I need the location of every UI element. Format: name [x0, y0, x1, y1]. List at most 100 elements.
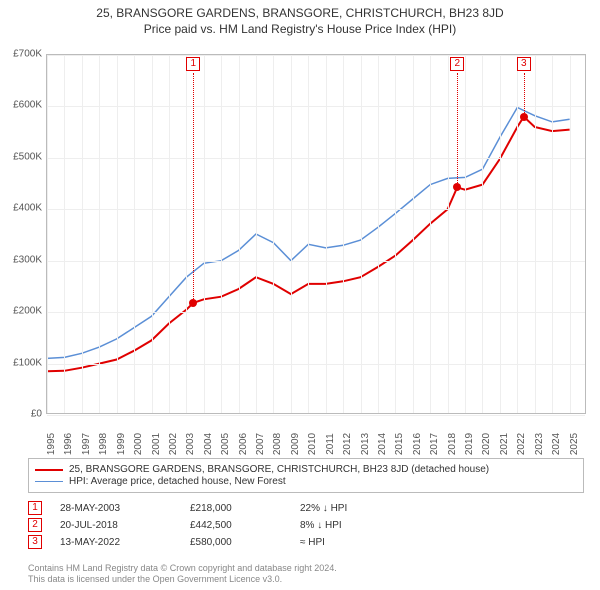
sale-marker-dot [453, 183, 461, 191]
gridline-v [47, 55, 48, 413]
x-tick-label: 2013 [360, 433, 371, 455]
x-tick-label: 2019 [464, 433, 475, 455]
x-tick-label: 1996 [63, 433, 74, 455]
y-axis-labels: £0£100K£200K£300K£400K£500K£600K£700K [0, 54, 44, 414]
sale-marker-dot [189, 299, 197, 307]
x-tick-label: 2010 [307, 433, 318, 455]
y-tick-label: £0 [31, 409, 42, 420]
gridline-v [64, 55, 65, 413]
y-tick-label: £700K [13, 49, 42, 60]
x-tick-label: 2009 [290, 433, 301, 455]
chart-legend: 25, BRANSGORE GARDENS, BRANSGORE, CHRIST… [28, 458, 584, 493]
x-tick-label: 2002 [168, 433, 179, 455]
gridline-v [82, 55, 83, 413]
chart-plot-area: 123 [46, 54, 586, 414]
gridline-h [47, 312, 585, 313]
gridline-v [99, 55, 100, 413]
gridline-v [256, 55, 257, 413]
x-tick-label: 2006 [238, 433, 249, 455]
gridline-v [204, 55, 205, 413]
gridline-h [47, 209, 585, 210]
gridline-v [117, 55, 118, 413]
sale-date: 20-JUL-2018 [60, 520, 190, 531]
gridline-v [343, 55, 344, 413]
x-tick-label: 2004 [203, 433, 214, 455]
legend-row: 25, BRANSGORE GARDENS, BRANSGORE, CHRIST… [35, 464, 577, 475]
x-tick-label: 2017 [429, 433, 440, 455]
sale-marker-number: 2 [450, 57, 464, 71]
sale-hpi-diff: 22% ↓ HPI [300, 503, 430, 514]
sale-price: £580,000 [190, 537, 300, 548]
legend-row: HPI: Average price, detached house, New … [35, 476, 577, 487]
x-tick-label: 1999 [116, 433, 127, 455]
x-tick-label: 2003 [185, 433, 196, 455]
legend-swatch-hpi [35, 481, 63, 482]
gridline-v [570, 55, 571, 413]
sale-date: 13-MAY-2022 [60, 537, 190, 548]
sale-marker-box: 3 [28, 535, 42, 549]
x-tick-label: 2022 [516, 433, 527, 455]
sale-price: £442,500 [190, 520, 300, 531]
y-tick-label: £500K [13, 151, 42, 162]
sale-price: £218,000 [190, 503, 300, 514]
x-tick-label: 2015 [394, 433, 405, 455]
sale-marker-box: 1 [28, 501, 42, 515]
gridline-v [535, 55, 536, 413]
x-tick-label: 2024 [551, 433, 562, 455]
x-tick-label: 1998 [98, 433, 109, 455]
sales-table: 1 28-MAY-2003 £218,000 22% ↓ HPI 2 20-JU… [28, 498, 584, 552]
x-tick-label: 2016 [412, 433, 423, 455]
gridline-v [273, 55, 274, 413]
gridline-v [482, 55, 483, 413]
x-axis-labels: 1995199619971998199920002001200220032004… [46, 416, 586, 456]
y-tick-label: £100K [13, 357, 42, 368]
x-tick-label: 2025 [569, 433, 580, 455]
footer-line-2: This data is licensed under the Open Gov… [28, 574, 337, 586]
gridline-v [448, 55, 449, 413]
x-tick-label: 2018 [447, 433, 458, 455]
gridline-v [326, 55, 327, 413]
y-tick-label: £600K [13, 100, 42, 111]
gridline-v [552, 55, 553, 413]
legend-swatch-property [35, 469, 63, 471]
x-tick-label: 2021 [499, 433, 510, 455]
legend-label-property: 25, BRANSGORE GARDENS, BRANSGORE, CHRIST… [69, 464, 489, 475]
gridline-v [378, 55, 379, 413]
sale-marker-line [193, 73, 194, 303]
x-tick-label: 2007 [255, 433, 266, 455]
title-line-1: 25, BRANSGORE GARDENS, BRANSGORE, CHRIST… [0, 6, 600, 20]
gridline-h [47, 55, 585, 56]
gridline-v [169, 55, 170, 413]
x-tick-label: 2005 [220, 433, 231, 455]
x-tick-label: 1997 [81, 433, 92, 455]
gridline-v [308, 55, 309, 413]
x-tick-label: 2020 [481, 433, 492, 455]
gridline-v [465, 55, 466, 413]
sale-marker-line [524, 73, 525, 117]
y-tick-label: £300K [13, 254, 42, 265]
gridline-v [517, 55, 518, 413]
gridline-v [134, 55, 135, 413]
x-tick-label: 2000 [133, 433, 144, 455]
legend-label-hpi: HPI: Average price, detached house, New … [69, 476, 286, 487]
gridline-v [239, 55, 240, 413]
y-tick-label: £400K [13, 203, 42, 214]
footer-attribution: Contains HM Land Registry data © Crown c… [28, 563, 337, 586]
gridline-v [430, 55, 431, 413]
gridline-v [221, 55, 222, 413]
gridline-v [291, 55, 292, 413]
gridline-h [47, 364, 585, 365]
gridline-v [152, 55, 153, 413]
gridline-h [47, 106, 585, 107]
gridline-h [47, 261, 585, 262]
sales-row: 1 28-MAY-2003 £218,000 22% ↓ HPI [28, 501, 584, 515]
gridline-h [47, 158, 585, 159]
x-tick-label: 2011 [325, 433, 336, 455]
footer-line-1: Contains HM Land Registry data © Crown c… [28, 563, 337, 575]
sales-row: 3 13-MAY-2022 £580,000 ≈ HPI [28, 535, 584, 549]
sale-marker-number: 3 [517, 57, 531, 71]
gridline-v [500, 55, 501, 413]
chart-svg [47, 55, 585, 413]
sale-hpi-diff: ≈ HPI [300, 537, 430, 548]
sale-hpi-diff: 8% ↓ HPI [300, 520, 430, 531]
